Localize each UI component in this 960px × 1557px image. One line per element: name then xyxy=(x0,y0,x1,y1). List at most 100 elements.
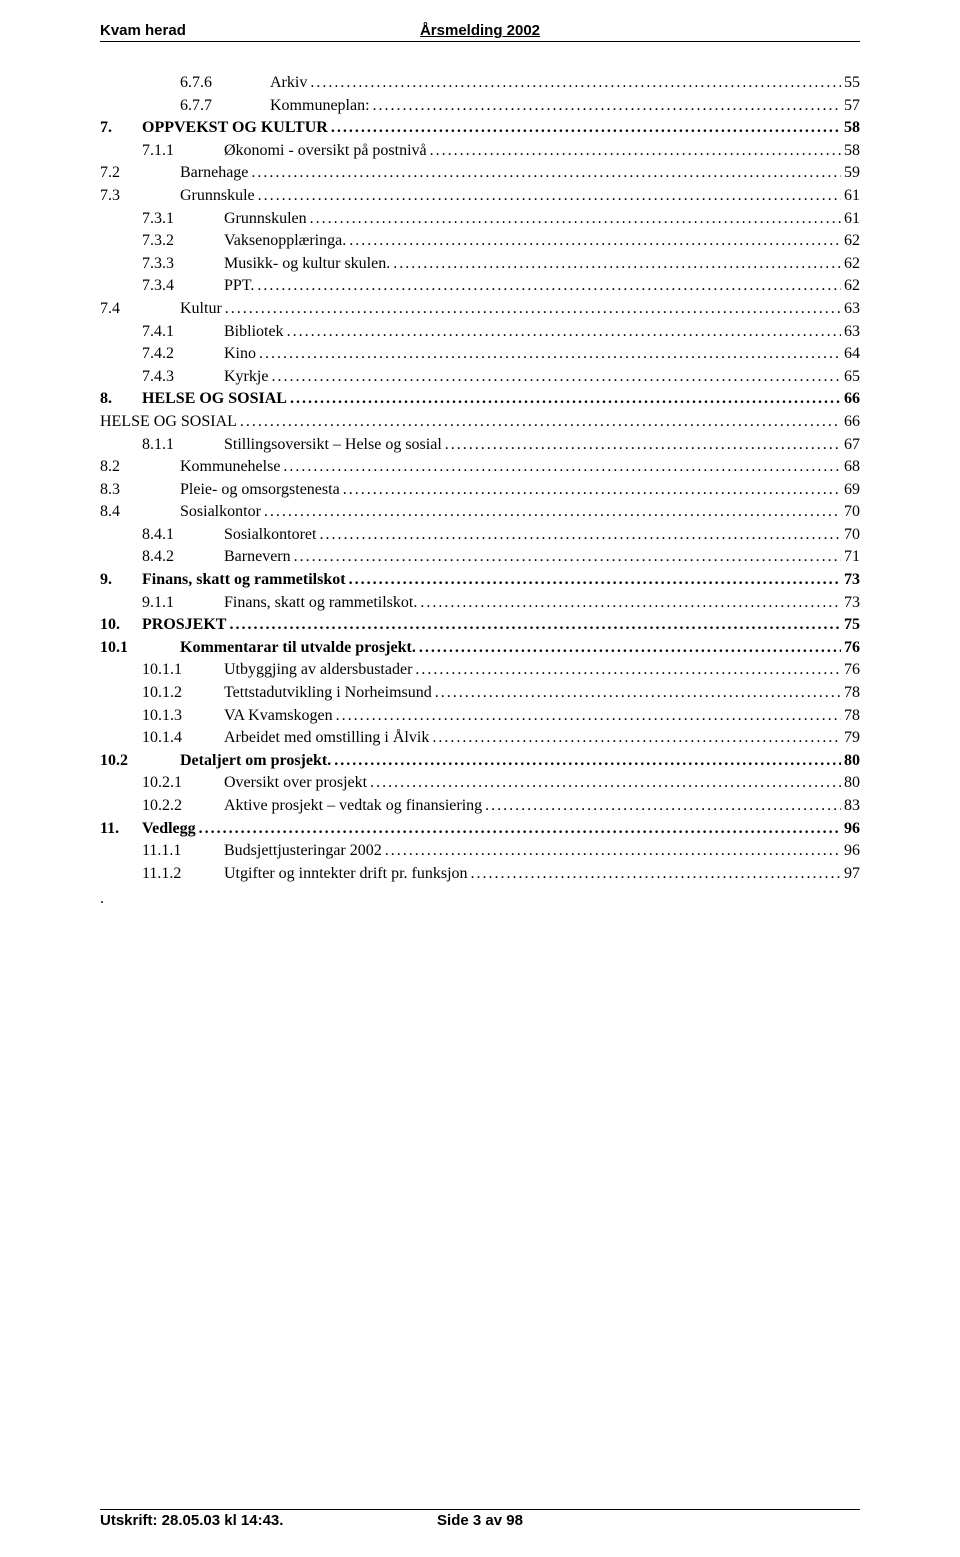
toc-leader-dots xyxy=(257,275,841,297)
document-page: Kvam herad Årsmelding 2002 6.7.6Arkiv556… xyxy=(0,0,960,1557)
toc-entry: 8.2Kommunehelse68 xyxy=(100,456,860,478)
toc-page-number: 62 xyxy=(844,230,860,252)
toc-title: Kommentarar til utvalde prosjekt. xyxy=(180,637,416,659)
toc-number: 7.2 xyxy=(100,162,180,184)
toc-page-number: 58 xyxy=(844,140,860,162)
toc-title: Grunnskule xyxy=(180,185,255,207)
toc-entry: HELSE OG SOSIAL66 xyxy=(100,411,860,433)
toc-number: 7.4.3 xyxy=(142,366,224,388)
toc-entry: 11.1.2Utgifter og inntekter drift pr. fu… xyxy=(100,863,860,885)
toc-title: Budsjettjusteringar 2002 xyxy=(224,840,382,862)
toc-page-number: 80 xyxy=(844,750,860,772)
toc-number: 6.7.7 xyxy=(180,95,270,117)
toc-title: Oversikt over prosjekt xyxy=(224,772,367,794)
toc-title: Aktive prosjekt – vedtak og finansiering xyxy=(224,795,482,817)
toc-leader-dots xyxy=(420,592,841,614)
toc-number: 6.7.6 xyxy=(180,72,270,94)
toc-page-number: 66 xyxy=(844,411,860,433)
toc-title: HELSE OG SOSIAL xyxy=(142,388,287,410)
toc-number: 8.4.2 xyxy=(142,546,224,568)
toc-title: Barnevern xyxy=(224,546,291,568)
page-header: Kvam herad Årsmelding 2002 xyxy=(100,0,860,42)
toc-title: Arbeidet med omstilling i Ålvik xyxy=(224,727,429,749)
toc-title: Utgifter og inntekter drift pr. funksjon xyxy=(224,863,468,885)
toc-entry: 10.1Kommentarar til utvalde prosjekt.76 xyxy=(100,637,860,659)
toc-number: 7.4.1 xyxy=(142,321,224,343)
toc-entry: 8.4.1Sosialkontoret70 xyxy=(100,524,860,546)
toc-entry: 7.4Kultur63 xyxy=(100,298,860,320)
toc-entry: 9.1.1Finans, skatt og rammetilskot.73 xyxy=(100,592,860,614)
toc-page-number: 78 xyxy=(844,705,860,727)
toc-page-number: 63 xyxy=(844,298,860,320)
toc-entry: 7.4.3Kyrkje65 xyxy=(100,366,860,388)
toc-title: Musikk- og kultur skulen. xyxy=(224,253,390,275)
toc-leader-dots xyxy=(349,569,841,591)
toc-leader-dots xyxy=(393,253,841,275)
toc-entry: 11.1.1Budsjettjusteringar 200296 xyxy=(100,840,860,862)
toc-leader-dots xyxy=(229,614,841,636)
toc-page-number: 79 xyxy=(844,727,860,749)
toc-entry: 8.HELSE OG SOSIAL66 xyxy=(100,388,860,410)
toc-leader-dots xyxy=(264,501,841,523)
toc-title: Økonomi - oversikt på postnivå xyxy=(224,140,427,162)
toc-number: 10.1.2 xyxy=(142,682,224,704)
toc-title: VA Kvamskogen xyxy=(224,705,333,727)
toc-page-number: 59 xyxy=(844,162,860,184)
toc-leader-dots xyxy=(349,230,841,252)
toc-page-number: 69 xyxy=(844,479,860,501)
toc-page-number: 67 xyxy=(844,434,860,456)
toc-title: Kultur xyxy=(180,298,222,320)
toc-page-number: 62 xyxy=(844,275,860,297)
toc-number: 10.1.1 xyxy=(142,659,224,681)
toc-leader-dots xyxy=(435,682,841,704)
toc-title: Utbyggjing av aldersbustader xyxy=(224,659,412,681)
toc-number: 11.1.2 xyxy=(142,863,224,885)
toc-title: Grunnskulen xyxy=(224,208,307,230)
toc-entry: 7.3.4PPT.62 xyxy=(100,275,860,297)
toc-leader-dots xyxy=(259,343,841,365)
toc-leader-dots xyxy=(287,321,841,343)
toc-entry: 7.1.1Økonomi - oversikt på postnivå58 xyxy=(100,140,860,162)
toc-leader-dots xyxy=(271,366,841,388)
toc-leader-dots xyxy=(471,863,841,885)
toc-page-number: 58 xyxy=(844,117,860,139)
toc-page-number: 76 xyxy=(844,659,860,681)
toc-page-number: 78 xyxy=(844,682,860,704)
trailing-dot: . xyxy=(100,890,860,908)
toc-page-number: 76 xyxy=(844,637,860,659)
toc-page-number: 57 xyxy=(844,95,860,117)
toc-title: Sosialkontoret xyxy=(224,524,316,546)
toc-entry: 7.3.1Grunnskulen61 xyxy=(100,208,860,230)
toc-title: Sosialkontor xyxy=(180,501,261,523)
toc-entry: 7.OPPVEKST OG KULTUR58 xyxy=(100,117,860,139)
toc-page-number: 96 xyxy=(844,840,860,862)
toc-page-number: 97 xyxy=(844,863,860,885)
toc-entry: 10.1.3VA Kvamskogen78 xyxy=(100,705,860,727)
toc-page-number: 71 xyxy=(844,546,860,568)
toc-leader-dots xyxy=(310,208,841,230)
toc-leader-dots xyxy=(373,95,841,117)
toc-leader-dots xyxy=(415,659,841,681)
header-title: Årsmelding 2002 xyxy=(420,22,540,39)
toc-title: Kommuneplan: xyxy=(270,95,370,117)
toc-page-number: 61 xyxy=(844,208,860,230)
toc-page-number: 61 xyxy=(844,185,860,207)
toc-leader-dots xyxy=(432,727,841,749)
toc-entry: 8.3Pleie- og omsorgstenesta69 xyxy=(100,479,860,501)
toc-number: 7.4.2 xyxy=(142,343,224,365)
toc-title: Bibliotek xyxy=(224,321,284,343)
toc-page-number: 73 xyxy=(844,592,860,614)
toc-page-number: 70 xyxy=(844,501,860,523)
toc-entry: 10.1.2Tettstadutvikling i Norheimsund78 xyxy=(100,682,860,704)
toc-entry: 10.2Detaljert om prosjekt.80 xyxy=(100,750,860,772)
toc-leader-dots xyxy=(199,818,841,840)
toc-leader-dots xyxy=(290,388,841,410)
page-footer: Utskrift: 28.05.03 kl 14:43. Side 3 av 9… xyxy=(100,1509,860,1529)
toc-number: 10.2 xyxy=(100,750,180,772)
toc-title: Arkiv xyxy=(270,72,307,94)
toc-number: 8.2 xyxy=(100,456,180,478)
toc-entry: 8.4Sosialkontor70 xyxy=(100,501,860,523)
toc-leader-dots xyxy=(343,479,841,501)
toc-leader-dots xyxy=(331,117,841,139)
toc-leader-dots xyxy=(240,411,841,433)
